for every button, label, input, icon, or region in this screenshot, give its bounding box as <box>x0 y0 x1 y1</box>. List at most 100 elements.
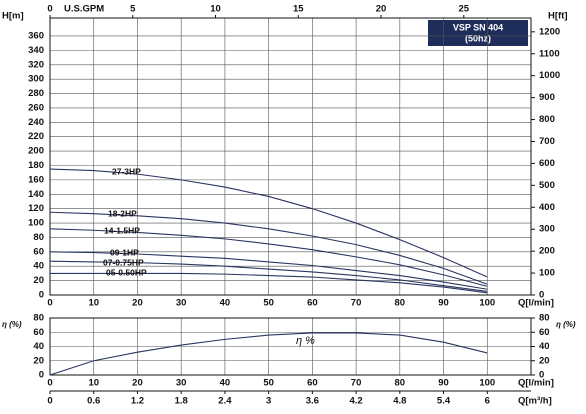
x-tick-label: 10 <box>88 298 99 309</box>
x-tick-label: 80 <box>395 378 406 389</box>
x2-tick-label: 4.8 <box>393 396 406 407</box>
y-tick-label: 80 <box>33 232 44 243</box>
y2-tick-label: 1100 <box>539 48 560 59</box>
top-tick-label: 0 <box>47 4 52 15</box>
curve <box>49 332 488 376</box>
y-tick-label: 40 <box>33 261 44 272</box>
x-tick-label: 30 <box>176 298 187 309</box>
x2-tick-label: 6 <box>485 396 490 407</box>
curve <box>49 251 488 290</box>
plot-frame <box>49 317 532 376</box>
y2-tick-label: 100 <box>539 268 555 279</box>
y2-tick-label: 0 <box>539 370 544 381</box>
x-tick-label: 50 <box>263 298 274 309</box>
x-tick-label: 80 <box>395 298 406 309</box>
top-axis-label: U.S.GPM <box>64 4 104 15</box>
y-tick-label: 0 <box>39 370 44 381</box>
y2-tick-label: 20 <box>539 355 550 366</box>
x-tick-label: 70 <box>351 298 362 309</box>
top-tick-label: 25 <box>459 4 470 15</box>
y-tick-label: 40 <box>33 341 44 352</box>
y2-tick-label: 40 <box>539 341 550 352</box>
top-tick-label: 15 <box>293 4 304 15</box>
x-tick-label: 10 <box>88 378 99 389</box>
y2-tick-label: 1000 <box>539 70 560 81</box>
curve-label: η % <box>296 335 315 347</box>
x-tick-label: 40 <box>220 378 231 389</box>
x2-tick-label: 5.4 <box>437 396 451 407</box>
curve <box>49 260 488 292</box>
y-tick-label: 280 <box>28 88 44 99</box>
y-tick-label: 100 <box>28 218 44 229</box>
curve <box>49 168 488 278</box>
y-tick-label: 80 <box>33 313 44 324</box>
y-tick-label: 0 <box>39 290 44 301</box>
y-tick-label: 260 <box>28 102 44 113</box>
x-tick-label: 70 <box>351 378 362 389</box>
x2-axis-label: Q[m³/h] <box>518 396 552 407</box>
y2-axis-label: H[ft] <box>548 11 568 22</box>
y-tick-label: 180 <box>28 160 44 171</box>
y2-tick-label: 1200 <box>539 26 560 37</box>
y-tick-label: 200 <box>28 146 44 157</box>
y-tick-label: 220 <box>28 131 44 142</box>
y-tick-label: 60 <box>33 246 44 257</box>
x-tick-label: 100 <box>479 298 495 309</box>
y-tick-label: 20 <box>33 355 44 366</box>
x-axis-label: Q[l/min] <box>518 298 554 309</box>
x-tick-label: 20 <box>132 378 143 389</box>
plot-frame <box>49 17 532 296</box>
curve <box>49 228 488 287</box>
y-tick-label: 20 <box>33 275 44 286</box>
chart-subtitle: (50hz) <box>465 33 491 43</box>
curve-label: 07-0.75HP <box>103 257 144 267</box>
y-tick-label: 160 <box>28 174 44 185</box>
x-tick-label: 90 <box>438 298 449 309</box>
x-tick-label: 20 <box>132 298 143 309</box>
x-tick-label: 90 <box>438 378 449 389</box>
y2-tick-label: 60 <box>539 327 550 338</box>
y-tick-label: 60 <box>33 327 44 338</box>
y-tick-label: 120 <box>28 203 44 214</box>
curve <box>50 272 488 294</box>
top-tick-label: 5 <box>130 4 136 15</box>
y-tick-label: 360 <box>28 31 44 42</box>
y2-tick-label: 300 <box>539 224 555 235</box>
x-tick-label: 50 <box>263 378 274 389</box>
x2-tick-label: 1.8 <box>175 396 188 407</box>
y-tick-label: 140 <box>28 189 44 200</box>
x2-tick-label: 1.2 <box>131 396 144 407</box>
top-tick-label: 20 <box>376 4 387 15</box>
x2-tick-label: 4.2 <box>349 396 362 407</box>
y2-axis-label: η (%) <box>556 320 576 329</box>
legend-box <box>428 20 528 46</box>
y-tick-label: 340 <box>28 45 44 56</box>
y2-tick-label: 600 <box>539 158 555 169</box>
x-axis-label: Q[l/min] <box>518 378 554 389</box>
x2-tick-label: 3 <box>266 396 271 407</box>
y2-tick-label: 80 <box>539 313 550 324</box>
x-tick-label: 60 <box>307 298 318 309</box>
y-tick-label: 300 <box>28 74 44 85</box>
curve <box>49 211 488 285</box>
chart-title: VSP SN 404 <box>453 22 503 32</box>
y2-tick-label: 200 <box>539 246 555 257</box>
curve-label: 27-3HP <box>112 166 141 176</box>
x2-tick-label: 0 <box>47 396 52 407</box>
curve-label: 18-2HP <box>108 208 137 218</box>
y-tick-label: 320 <box>28 59 44 70</box>
top-tick-label: 10 <box>210 4 221 15</box>
y2-tick-label: 700 <box>539 136 555 147</box>
y-axis-label: η (%) <box>2 320 22 329</box>
curve-label: 14-1.5HP <box>104 225 140 235</box>
y-axis-label: H[m] <box>2 11 24 22</box>
curve-label: 05-0.50HP <box>106 267 147 277</box>
x-tick-label: 60 <box>307 378 318 389</box>
y2-tick-label: 0 <box>539 290 544 301</box>
y2-tick-label: 800 <box>539 114 555 125</box>
x2-tick-label: 2.4 <box>218 396 232 407</box>
x2-tick-label: 0.6 <box>87 396 100 407</box>
x-tick-label: 0 <box>47 378 52 389</box>
y-tick-label: 240 <box>28 117 44 128</box>
